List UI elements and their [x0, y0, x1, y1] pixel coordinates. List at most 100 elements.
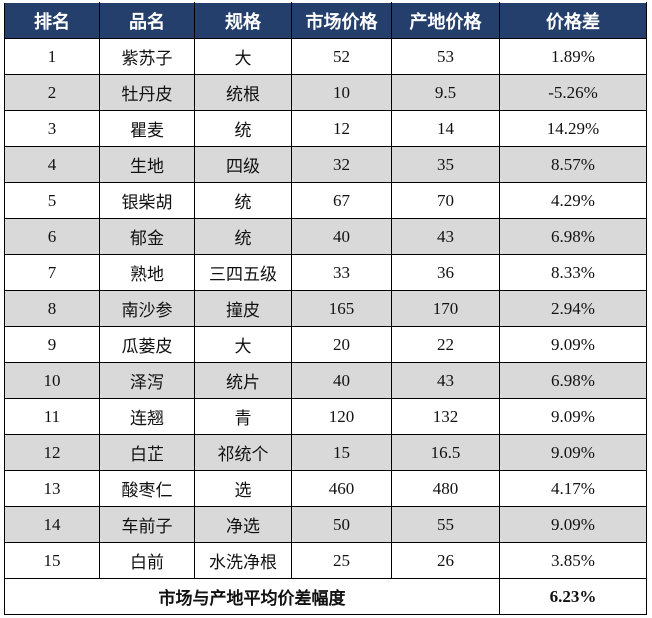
table-cell: 170: [391, 290, 500, 327]
table-cell: 撞皮: [194, 290, 292, 327]
table-cell: 统: [194, 182, 292, 219]
table-cell: 8: [4, 290, 100, 327]
table-cell: 10: [291, 74, 392, 111]
table-cell: 1.89%: [499, 38, 647, 75]
table-row: 4 生地 四级 32 35 8.57%: [4, 146, 647, 183]
table-cell: 67: [291, 182, 392, 219]
table-row: 13 酸枣仁选 460 480 4.17%: [4, 470, 647, 507]
table-cell: 25: [291, 542, 392, 579]
table-cell: 祁统个: [194, 434, 292, 471]
table-cell: 22: [391, 326, 500, 363]
table-cell: 120: [291, 398, 392, 435]
header-cell: 市场价格: [291, 2, 392, 39]
table-cell: 70: [391, 182, 500, 219]
table-cell: 三四五级: [194, 254, 292, 291]
table-cell: 4: [4, 146, 100, 183]
table-cell: 10: [4, 362, 100, 399]
table-cell: 460: [291, 470, 392, 507]
table-cell: 大: [194, 326, 292, 363]
table-cell: 车前子: [99, 506, 195, 543]
table-cell: 熟地: [99, 254, 195, 291]
table-cell: 6.98%: [499, 362, 647, 399]
table-cell: 水洗净根: [194, 542, 292, 579]
table-cell: 11: [4, 398, 100, 435]
footer-row: 市场与产地平均价差幅度 6.23%: [4, 578, 647, 615]
table-cell: 16.5: [391, 434, 500, 471]
table-cell: 43: [391, 362, 500, 399]
table-row: 5 银柴胡统 67 70 4.29%: [4, 182, 647, 219]
footer-label: 市场与产地平均价差幅度: [4, 578, 500, 615]
table-cell: 2: [4, 74, 100, 111]
table-row: 6 郁金统 40 43 6.98%: [4, 218, 647, 255]
table-cell: 郁金: [99, 218, 195, 255]
table-cell: 12: [291, 110, 392, 147]
table-cell: -5.26%: [499, 74, 647, 111]
footer-value: 6.23%: [499, 578, 647, 615]
table-cell: 6: [4, 218, 100, 255]
table-cell: 36: [391, 254, 500, 291]
table-cell: 统: [194, 218, 292, 255]
table-cell: 20: [291, 326, 392, 363]
table-cell: 白芷: [99, 434, 195, 471]
table-cell: 紫苏子: [99, 38, 195, 75]
table-row: 12 白芷 祁统个 15 16.5 9.09%: [4, 434, 647, 471]
table-cell: 165: [291, 290, 392, 327]
table-cell: 7: [4, 254, 100, 291]
table-cell: 4.17%: [499, 470, 647, 507]
header-cell: 品名: [99, 2, 195, 39]
table-cell: 14.29%: [499, 110, 647, 147]
table-cell: 3: [4, 110, 100, 147]
table-cell: 生地: [99, 146, 195, 183]
table-row: 7 熟地 三四五级 33 36 8.33%: [4, 254, 647, 291]
header-cell: 排名: [4, 2, 100, 39]
table-cell: 四级: [194, 146, 292, 183]
table-cell: 9.09%: [499, 434, 647, 471]
header-cell: 价格差: [499, 2, 647, 39]
table-cell: 选: [194, 470, 292, 507]
table-cell: 35: [391, 146, 500, 183]
table-cell: 40: [291, 218, 392, 255]
table-cell: 酸枣仁: [99, 470, 195, 507]
table-cell: 8.33%: [499, 254, 647, 291]
table-cell: 牡丹皮: [99, 74, 195, 111]
table-cell: 33: [291, 254, 392, 291]
table-cell: 480: [391, 470, 500, 507]
table-cell: 白前: [99, 542, 195, 579]
table-cell: 32: [291, 146, 392, 183]
table-cell: 132: [391, 398, 500, 435]
header-cell: 产地价格: [391, 2, 500, 39]
table-cell: 12: [4, 434, 100, 471]
table-cell: 5: [4, 182, 100, 219]
table-cell: 9.5: [391, 74, 500, 111]
table-cell: 净选: [194, 506, 292, 543]
table-cell: 泽泻: [99, 362, 195, 399]
table-cell: 14: [391, 110, 500, 147]
table-cell: 2.94%: [499, 290, 647, 327]
table-row: 14 车前子 净选 50 55 9.09%: [4, 506, 647, 543]
table-row: 11 连翘青 120 132 9.09%: [4, 398, 647, 435]
table-cell: 9: [4, 326, 100, 363]
table-cell: 3.85%: [499, 542, 647, 579]
table-row: 15 白前 水洗净根 25 26 3.85%: [4, 542, 647, 579]
table-cell: 南沙参: [99, 290, 195, 327]
table-cell: 瞿麦: [99, 110, 195, 147]
table-cell: 15: [291, 434, 392, 471]
table-cell: 52: [291, 38, 392, 75]
price-table: 排名 品名 规格 市场价格 产地价格 价格差 1 紫苏子大 52 53 1.89% 2 牡丹皮 统根 10…: [4, 2, 647, 615]
table-cell: 瓜蒌皮: [99, 326, 195, 363]
table-cell: 银柴胡: [99, 182, 195, 219]
table-row: 8 南沙参 撞皮 165 170 2.94%: [4, 290, 647, 327]
table-row: 1 紫苏子大 52 53 1.89%: [4, 38, 647, 75]
table-cell: 15: [4, 542, 100, 579]
table-cell: 9.09%: [499, 326, 647, 363]
table-cell: 青: [194, 398, 292, 435]
table-cell: 9.09%: [499, 506, 647, 543]
table-cell: 统: [194, 110, 292, 147]
table-row: 9 瓜蒌皮大 20 22 9.09%: [4, 326, 647, 363]
table-row: 2 牡丹皮 统根 10 9.5 -5.26%: [4, 74, 647, 111]
table-cell: 13: [4, 470, 100, 507]
table-cell: 50: [291, 506, 392, 543]
table-cell: 43: [391, 218, 500, 255]
table-row: 3 瞿麦统 12 14 14.29%: [4, 110, 647, 147]
